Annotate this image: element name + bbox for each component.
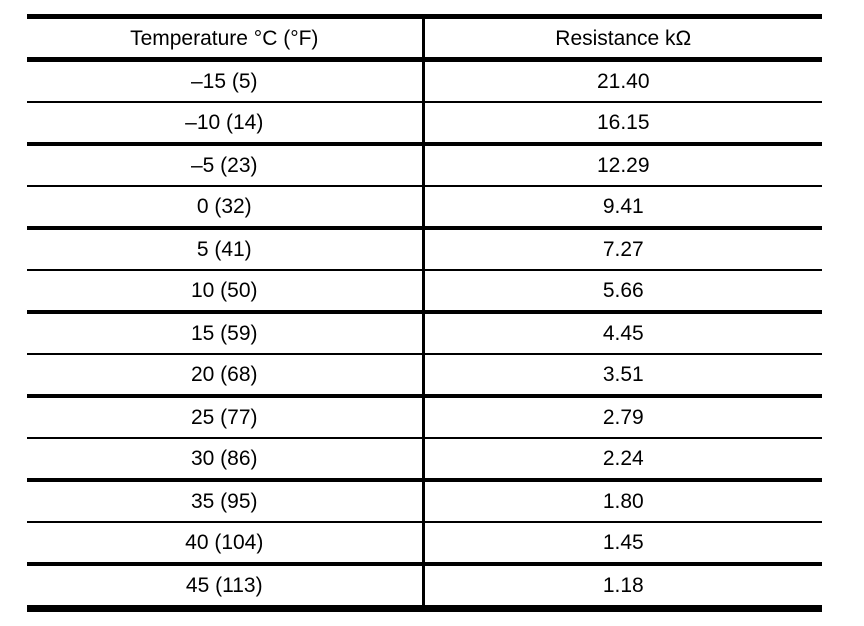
table-header-row: Temperature °C (°F) Resistance kΩ [27,14,822,62]
temperature-resistance-table: Temperature °C (°F) Resistance kΩ –15 (5… [27,14,822,612]
temperature-cell: 40 (104) [27,522,425,566]
column-header-resistance: Resistance kΩ [423,14,822,62]
table-row: –5 (23) 12.29 [27,144,822,187]
temperature-cell: 10 (50) [27,270,425,314]
resistance-cell: 7.27 [423,228,822,271]
resistance-cell: 1.80 [423,480,822,523]
resistance-cell: 16.15 [423,102,822,146]
table-row: –10 (14) 16.15 [27,102,822,146]
resistance-cell: 12.29 [423,144,822,187]
temperature-cell: 5 (41) [27,228,425,271]
resistance-cell: 21.40 [423,59,822,103]
table-row: 25 (77) 2.79 [27,396,822,439]
temperature-cell: –10 (14) [27,102,425,146]
resistance-cell: 1.18 [423,564,822,612]
table-row: 15 (59) 4.45 [27,312,822,355]
temperature-cell: 20 (68) [27,354,425,398]
table-row: 0 (32) 9.41 [27,186,822,230]
resistance-cell: 2.24 [423,438,822,482]
table-row: 5 (41) 7.27 [27,228,822,271]
temperature-cell: –5 (23) [27,144,425,187]
temperature-cell: 15 (59) [27,312,425,355]
table-body: –15 (5) 21.40 –10 (14) 16.15 –5 (23) 12.29 0 (… [27,59,822,612]
resistance-cell: 5.66 [423,270,822,314]
temperature-cell: 30 (86) [27,438,425,482]
resistance-cell: 2.79 [423,396,822,439]
table-row: 35 (95) 1.80 [27,480,822,523]
column-header-temperature: Temperature °C (°F) [27,14,425,62]
resistance-cell: 1.45 [423,522,822,566]
resistance-cell: 3.51 [423,354,822,398]
temperature-cell: 0 (32) [27,186,425,230]
table-row: 20 (68) 3.51 [27,354,822,398]
table-row: 40 (104) 1.45 [27,522,822,566]
table-row: 45 (113) 1.18 [27,564,822,612]
resistance-cell: 9.41 [423,186,822,230]
table-row: 10 (50) 5.66 [27,270,822,314]
temperature-cell: 25 (77) [27,396,425,439]
temperature-cell: 45 (113) [27,564,425,612]
temperature-cell: 35 (95) [27,480,425,523]
temperature-cell: –15 (5) [27,59,425,103]
resistance-cell: 4.45 [423,312,822,355]
table-row: 30 (86) 2.24 [27,438,822,482]
table-row: –15 (5) 21.40 [27,59,822,103]
